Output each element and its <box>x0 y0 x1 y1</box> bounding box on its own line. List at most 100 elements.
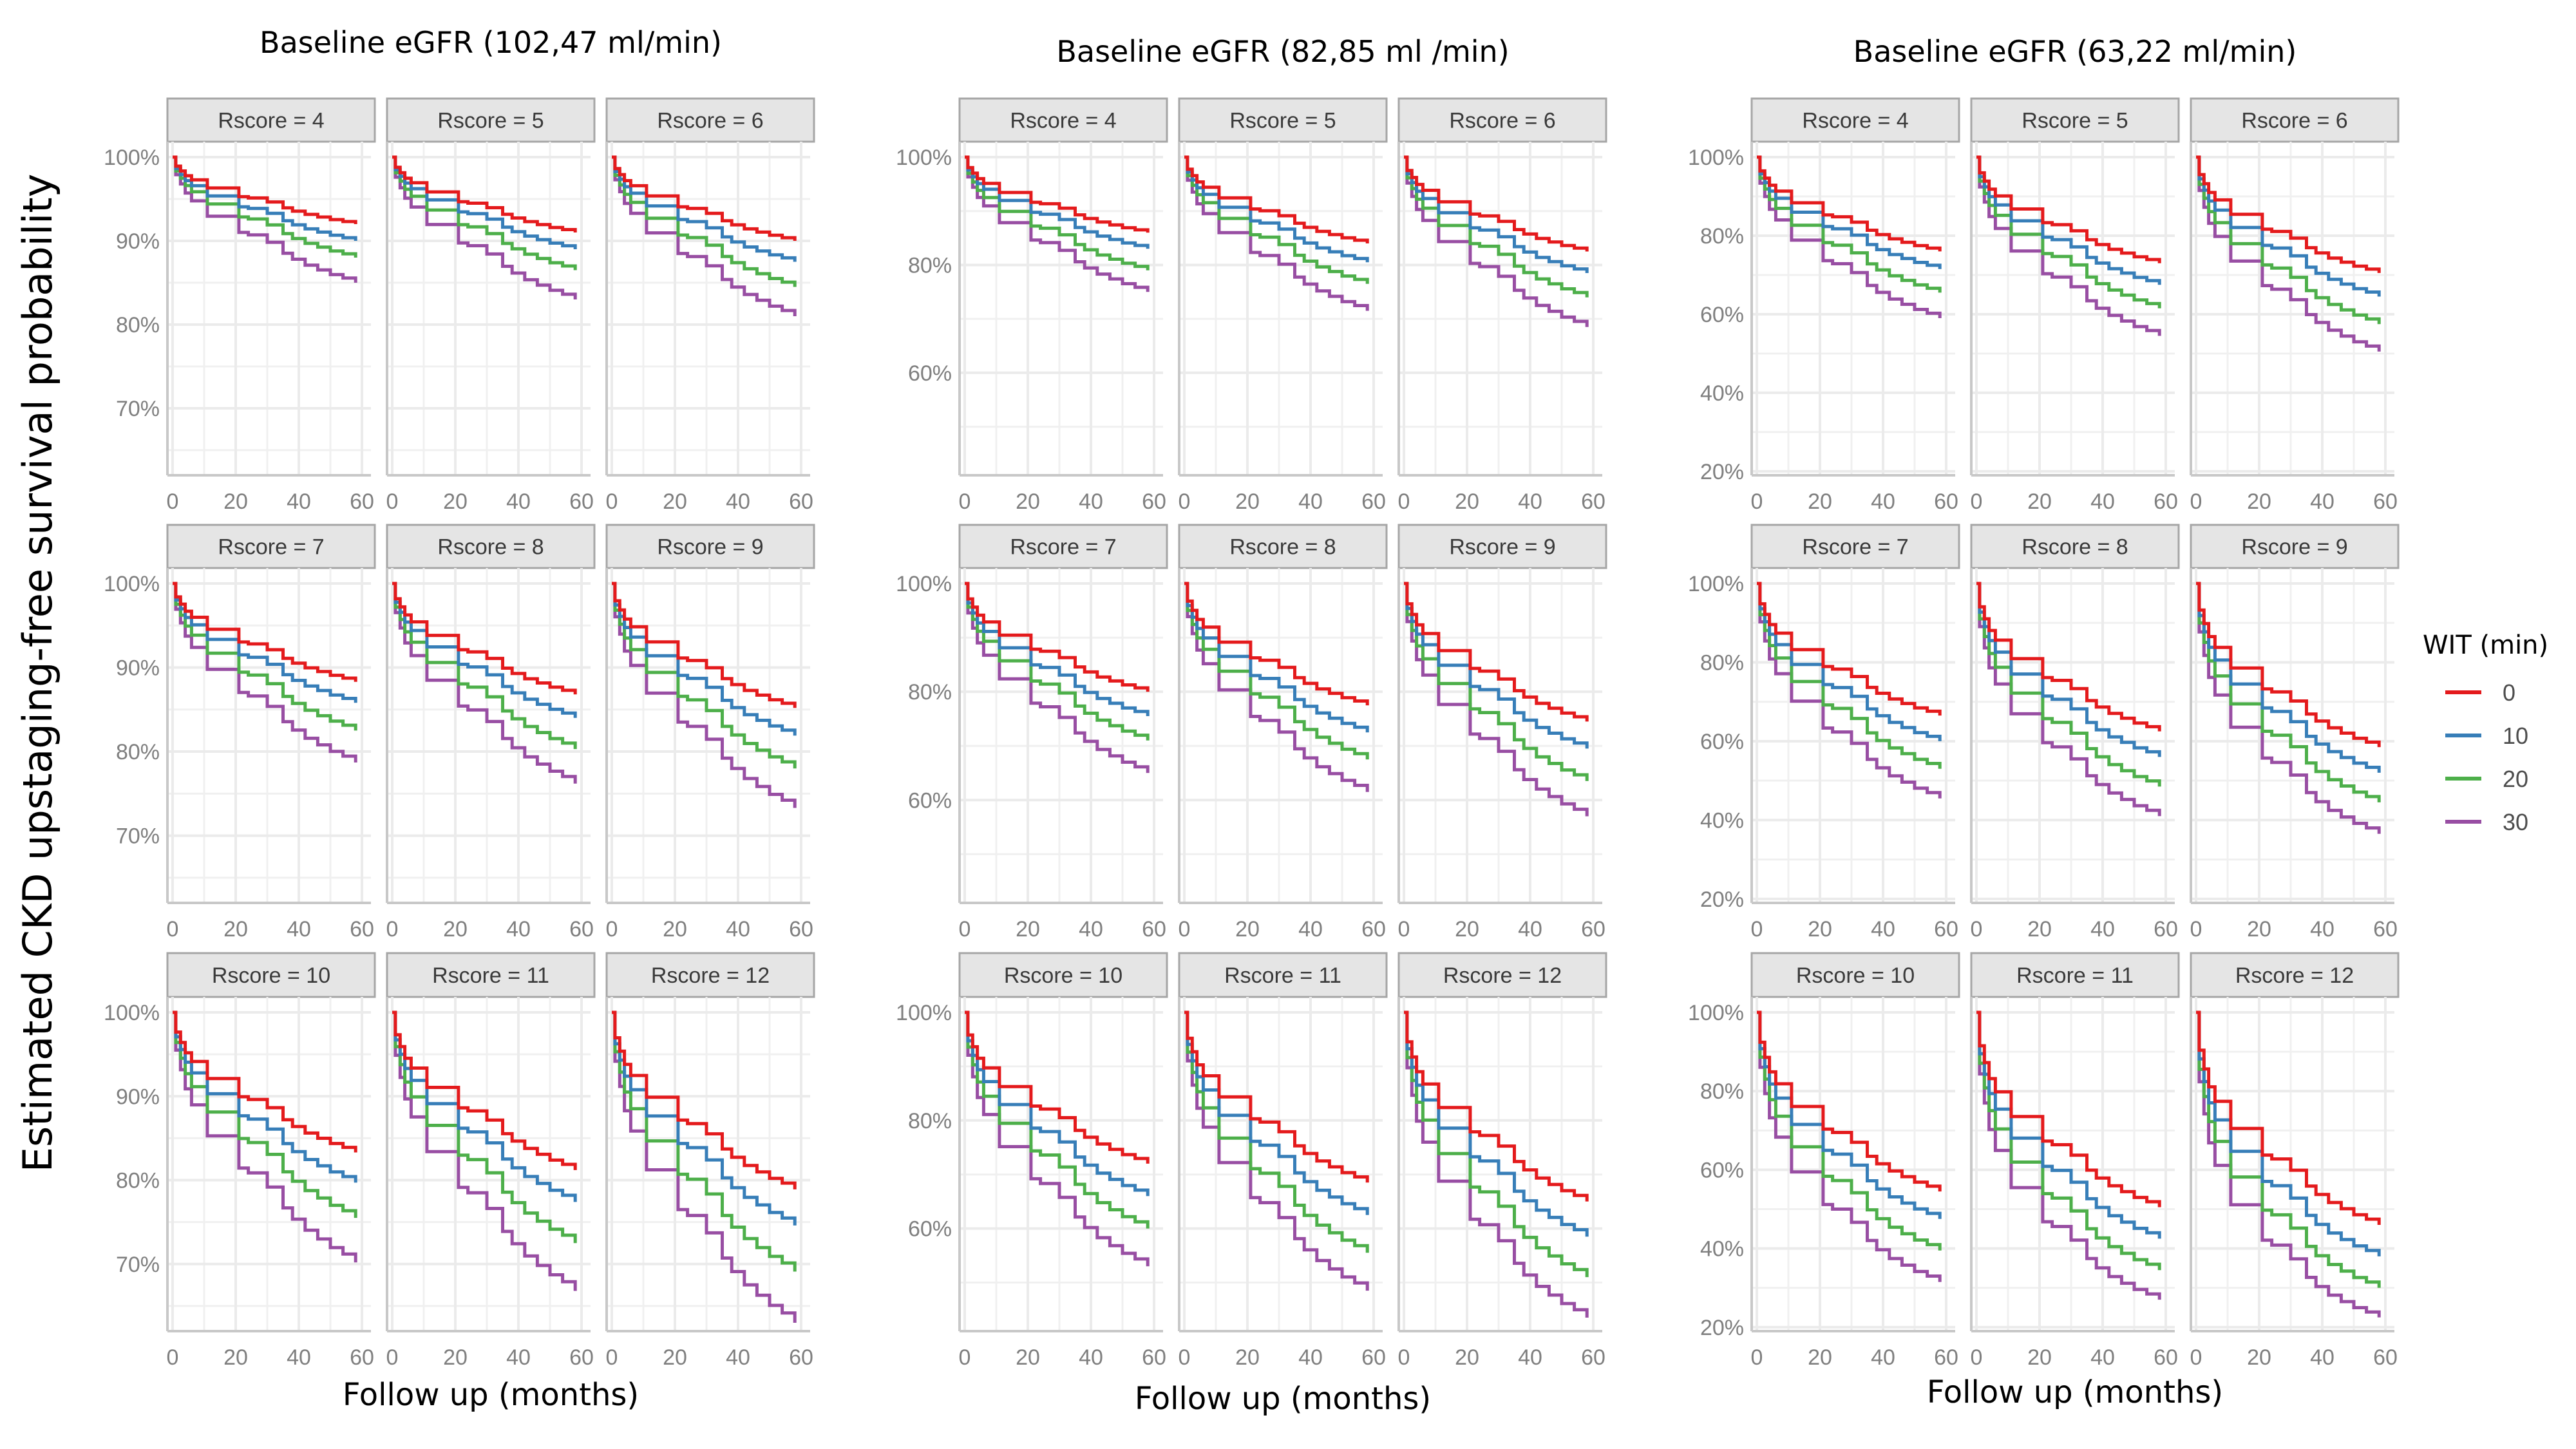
x-tick-label: 60 <box>2154 917 2178 942</box>
x-tick-label: 0 <box>167 1345 179 1370</box>
survival-curve-wit-10 <box>965 1010 1150 1197</box>
x-tick-label: 60 <box>789 489 813 514</box>
x-tick-label: 60 <box>2373 1345 2398 1370</box>
facet-strip <box>2190 952 2400 998</box>
survival-curve-wit-0 <box>612 1010 797 1189</box>
x-tick-label: 0 <box>1971 489 1983 514</box>
x-tick-label: 0 <box>2190 917 2202 942</box>
y-tick-label: 100% <box>1688 572 1744 596</box>
x-tick-label: 0 <box>606 489 618 514</box>
x-tick-label: 20 <box>663 1345 687 1370</box>
y-tick-label: 40% <box>1700 808 1744 833</box>
facet-strip <box>958 524 1168 569</box>
x-tick-label: 40 <box>2310 1345 2334 1370</box>
facet-strip <box>1750 952 1960 998</box>
facet-panel: Rscore = 10 60% 80% 100% 0 20 40 60 <box>896 952 1168 1370</box>
x-tick-label: 40 <box>287 489 311 514</box>
facet-panel: Rscore = 9 0 20 40 60 <box>605 524 815 942</box>
survival-curve-wit-0 <box>392 582 577 695</box>
x-tick-label: 20 <box>1016 489 1040 514</box>
x-tick-label: 20 <box>443 489 468 514</box>
x-axis-title: Follow up (months) <box>1927 1374 2223 1410</box>
x-tick-label: 0 <box>1971 917 1983 942</box>
survival-curve-wit-20 <box>173 1010 357 1218</box>
survival-curve-wit-10 <box>612 1010 797 1226</box>
x-tick-label: 20 <box>1016 917 1040 942</box>
y-tick-label: 60% <box>908 1217 952 1242</box>
survival-curve-wit-0 <box>2196 155 2381 273</box>
x-tick-label: 20 <box>223 489 248 514</box>
facet-panel: Rscore = 4 20% 40% 60% 80% 100% 0 20 40 60 <box>1688 97 1960 514</box>
x-tick-label: 60 <box>1142 917 1166 942</box>
y-tick-label: 100% <box>896 146 952 170</box>
facet-strip <box>1750 97 1960 143</box>
x-tick-label: 40 <box>1871 917 1895 942</box>
facet-panel: Rscore = 12 0 20 40 60 <box>1397 952 1607 1370</box>
facet-strip <box>1178 97 1388 143</box>
x-tick-label: 20 <box>663 917 687 942</box>
facet-panel: Rscore = 10 20% 40% 60% 80% 100% 0 20 40 60 <box>1688 952 1960 1370</box>
survival-curve-wit-0 <box>1976 582 2161 732</box>
x-tick-label: 40 <box>1871 1345 1895 1370</box>
facet-panel: Rscore = 6 0 20 40 60 <box>605 97 815 514</box>
survival-curve-wit-20 <box>1404 1010 1589 1278</box>
facet-strip <box>1397 97 1607 143</box>
x-tick-label: 60 <box>1581 1345 1605 1370</box>
facet-strip <box>1178 524 1388 569</box>
facet-strip-label: Rscore = 6 <box>657 109 763 133</box>
x-tick-label: 0 <box>1179 489 1191 514</box>
x-tick-label: 40 <box>1298 917 1323 942</box>
x-tick-label: 40 <box>2310 489 2334 514</box>
x-tick-label: 60 <box>569 917 594 942</box>
y-tick-label: 20% <box>1700 887 1744 912</box>
x-tick-label: 0 <box>1971 1345 1983 1370</box>
survival-curve-wit-0 <box>1404 582 1589 722</box>
facet-panel: Rscore = 9 0 20 40 60 <box>2190 524 2400 942</box>
survival-curve-wit-20 <box>1184 582 1369 760</box>
x-tick-label: 0 <box>1751 917 1763 942</box>
y-tick-label: 60% <box>1700 1158 1744 1182</box>
survival-curve-wit-20 <box>965 582 1150 741</box>
facet-strip <box>605 952 815 998</box>
y-tick-label: 100% <box>104 1001 160 1025</box>
x-tick-label: 0 <box>1398 917 1410 942</box>
x-tick-label: 60 <box>789 917 813 942</box>
facet-panel: Rscore = 11 0 20 40 60 <box>1970 952 2180 1370</box>
survival-curve-wit-0 <box>173 582 357 682</box>
facet-strip <box>386 97 596 143</box>
y-tick-label: 40% <box>1700 381 1744 406</box>
y-tick-label: 60% <box>1700 730 1744 754</box>
x-tick-label: 40 <box>1518 489 1542 514</box>
facet-strip-label: Rscore = 9 <box>657 535 763 560</box>
facet-strip-label: Rscore = 12 <box>1443 963 1562 988</box>
x-tick-label: 40 <box>1298 489 1323 514</box>
facet-strip-label: Rscore = 5 <box>2022 109 2128 133</box>
survival-curve-wit-0 <box>1184 582 1369 706</box>
facet-strip <box>166 97 376 143</box>
y-tick-label: 70% <box>116 397 160 421</box>
x-tick-label: 20 <box>1235 489 1260 514</box>
x-tick-label: 60 <box>2154 1345 2178 1370</box>
facet-strip <box>958 97 1168 143</box>
group-title: Baseline eGFR (63,22 ml/min) <box>1853 34 2297 69</box>
legend-entry: 0 <box>2445 679 2515 706</box>
y-tick-label: 90% <box>116 656 160 681</box>
x-tick-label: 60 <box>2373 917 2398 942</box>
x-tick-label: 60 <box>2154 489 2178 514</box>
x-tick-label: 40 <box>726 1345 750 1370</box>
group-title: Baseline eGFR (82,85 ml /min) <box>1056 34 1509 69</box>
x-tick-label: 20 <box>223 917 248 942</box>
facet-strip-label: Rscore = 12 <box>651 963 770 988</box>
survival-curve-wit-30 <box>1757 155 1942 318</box>
x-tick-label: 0 <box>606 1345 618 1370</box>
legend-entry: 30 <box>2445 809 2528 835</box>
survival-curve-wit-0 <box>965 155 1150 233</box>
facet-panel: Rscore = 4 70% 80% 90% 100% 0 20 40 60 <box>104 97 376 514</box>
x-tick-label: 60 <box>1142 1345 1166 1370</box>
facet-strip <box>958 952 1168 998</box>
survival-curve-wit-0 <box>1404 155 1589 252</box>
x-tick-label: 40 <box>1079 489 1103 514</box>
survival-curve-wit-0 <box>612 582 797 708</box>
legend-entry: 20 <box>2445 766 2528 792</box>
